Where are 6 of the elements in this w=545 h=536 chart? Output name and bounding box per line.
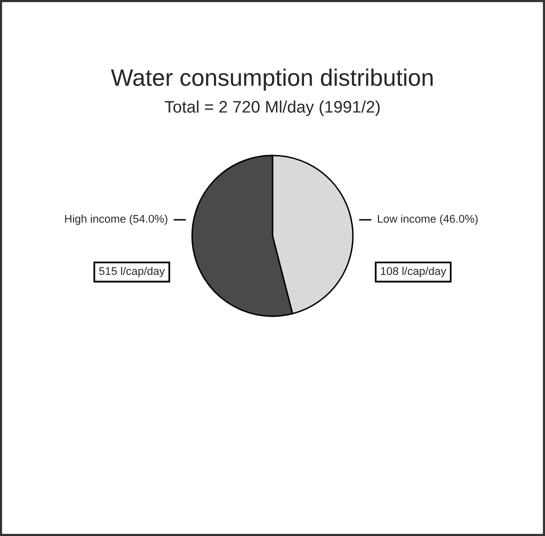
slice-label: Low income (46.0%) [378,214,478,225]
text: 515 l/cap/day [99,266,165,278]
chart-subtitle: Total = 2 720 Ml/day (1991/2) [164,100,380,116]
text: 108 l/cap/day [381,266,446,278]
chart-title: Water consumption distribution [110,68,433,91]
slice-label: High income (54.0%) [65,214,168,225]
